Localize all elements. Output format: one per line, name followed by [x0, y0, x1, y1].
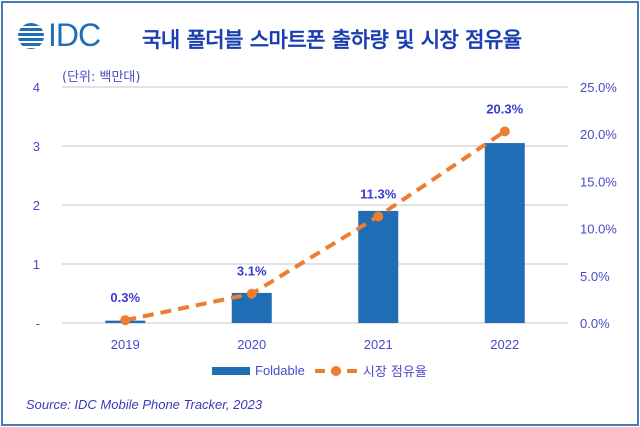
legend-swatch-foldable [212, 366, 250, 375]
y-axis-unit-label: (단위: 백만대) [62, 70, 141, 85]
y-tick-label: 1 [33, 257, 40, 272]
data-label-market-share: 20.3% [486, 101, 523, 116]
marker-market-share [246, 288, 257, 299]
line-market-share [124, 129, 506, 323]
y2-tick-label: 15.0% [580, 174, 617, 189]
globe-icon [18, 22, 44, 49]
y-tick-label: 2 [33, 198, 40, 213]
chart-title: 국내 폴더블 스마트폰 출하량 및 시장 점유율 [142, 28, 522, 52]
legend: Foldable 시장 점유율 [212, 361, 427, 380]
y-tick-label: 3 [33, 139, 40, 154]
legend-label-market-share: 시장 점유율 [362, 365, 427, 380]
marker-market-share [120, 315, 131, 326]
bar-foldable [358, 210, 399, 323]
data-label-market-share: 3.1% [237, 264, 267, 279]
bar-foldable [484, 143, 525, 323]
y2-tick-label: 0.0% [580, 316, 610, 331]
y-tick-label: 4 [33, 80, 40, 95]
marker-market-share [373, 211, 384, 222]
y2-tick-label: 5.0% [580, 269, 610, 284]
x-tick-label: 2022 [490, 337, 519, 352]
x-tick-label: 2020 [237, 337, 266, 352]
x-tick-label: 2021 [364, 337, 393, 352]
y-tick-label: - [36, 316, 40, 331]
legend-label-foldable: Foldable [255, 363, 305, 378]
y2-tick-label: 25.0% [580, 80, 617, 95]
source-note: Source: IDC Mobile Phone Tracker, 2023 [26, 397, 263, 412]
y2-tick-label: 10.0% [580, 222, 617, 237]
x-tick-label: 2019 [111, 337, 140, 352]
y2-tick-label: 20.0% [580, 127, 617, 142]
logo-text: IDC [48, 17, 101, 53]
data-label-market-share: 0.3% [110, 290, 140, 305]
data-label-market-share: 11.3% [360, 186, 397, 201]
marker-market-share [499, 126, 510, 137]
idc-logo: IDC [16, 17, 101, 54]
legend-swatch-market-share [314, 365, 357, 376]
